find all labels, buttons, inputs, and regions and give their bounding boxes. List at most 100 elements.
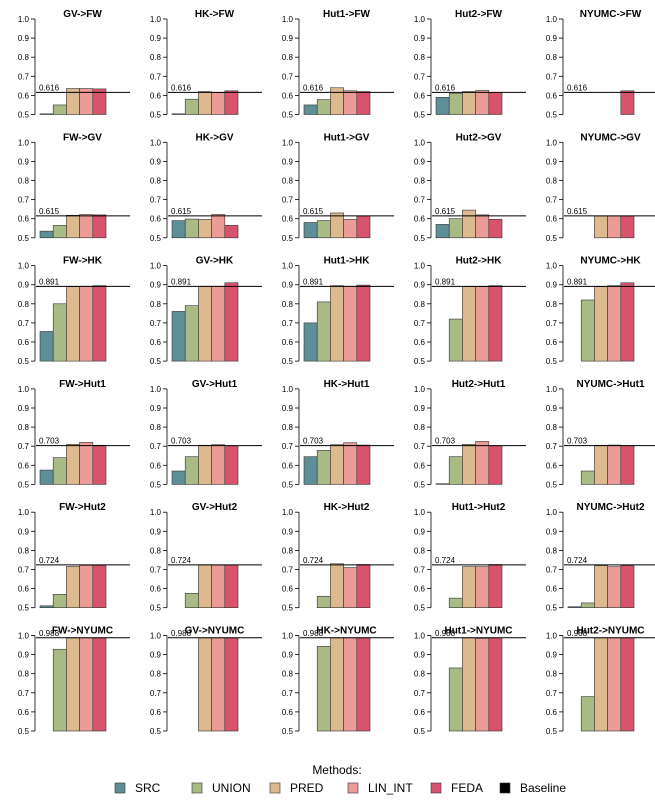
bar-union bbox=[316, 99, 331, 115]
y-tick-label: 0.9 bbox=[546, 651, 558, 660]
y-tick-label: 0.7 bbox=[282, 72, 294, 81]
panel-fw-to-nyumc: FW->NYUMC 0.5 0.6 0.7 0.8 0.9 1.0 0.988 bbox=[18, 626, 130, 736]
y-tick-label: 1.0 bbox=[18, 508, 30, 517]
bar-union bbox=[580, 696, 595, 732]
bar-feda bbox=[488, 218, 503, 239]
y-tick-label: 0.5 bbox=[18, 234, 30, 243]
y-tick-label: 0.7 bbox=[18, 566, 30, 575]
bar-lin-int bbox=[343, 442, 358, 485]
y-tick-label: 1.0 bbox=[546, 262, 558, 271]
y-tick-label: 0.7 bbox=[150, 72, 162, 81]
y-tick-label: 0.8 bbox=[546, 670, 558, 679]
bar-pred bbox=[66, 637, 80, 732]
y-tick-label: 0.7 bbox=[546, 72, 558, 81]
legend: Methods: SRC UNION PRED LIN_INT FEDA Baseline bbox=[114, 763, 566, 795]
y-tick-label: 0.5 bbox=[282, 357, 294, 366]
bar-pred bbox=[198, 637, 212, 732]
bar-feda bbox=[356, 91, 371, 115]
y-tick-label: 0.8 bbox=[282, 546, 294, 555]
y-tick-label: 0.7 bbox=[18, 196, 30, 205]
bar-feda bbox=[224, 445, 239, 485]
y-tick-label: 0.5 bbox=[546, 727, 558, 736]
legend-label: Baseline bbox=[520, 781, 566, 795]
baseline-label: 0.616 bbox=[435, 83, 456, 92]
panel-hut2-to-hut1: Hut2->Hut1 0.5 0.6 0.7 0.8 0.9 1.0 0.703 bbox=[414, 379, 526, 489]
panel-title: Hut1->NYUMC bbox=[444, 626, 512, 637]
legend-label: FEDA bbox=[451, 781, 483, 795]
panel-fw-to-gv: FW->GV 0.5 0.6 0.7 0.8 0.9 1.0 0.615 bbox=[18, 132, 130, 243]
bar-lin-int bbox=[607, 444, 622, 485]
y-tick-label: 0.9 bbox=[18, 157, 30, 166]
bar-union bbox=[184, 593, 199, 608]
panel-gv-to-hut2: GV->Hut2 0.5 0.6 0.7 0.8 0.9 1.0 0.724 bbox=[150, 502, 262, 613]
y-tick-label: 0.6 bbox=[150, 461, 162, 470]
y-tick-label: 0.8 bbox=[282, 177, 294, 186]
y-tick-label: 0.7 bbox=[150, 689, 162, 698]
bar-pred bbox=[198, 444, 212, 485]
bar-feda bbox=[620, 90, 635, 115]
y-tick-label: 0.7 bbox=[414, 442, 426, 451]
bar-src bbox=[303, 456, 318, 485]
panel-title: Hut2->GV bbox=[456, 132, 502, 143]
bar-src bbox=[39, 230, 54, 239]
y-tick-label: 0.5 bbox=[282, 111, 294, 120]
legend-item-pred: PRED bbox=[269, 781, 324, 795]
bar-lin-int bbox=[79, 564, 94, 608]
bar-feda bbox=[92, 285, 107, 362]
y-tick-label: 0.8 bbox=[282, 670, 294, 679]
y-tick-label: 0.5 bbox=[282, 727, 294, 736]
panel-hk-to-gv: HK->GV 0.5 0.6 0.7 0.8 0.9 1.0 0.615 bbox=[150, 132, 262, 243]
baseline-label: 0.724 bbox=[567, 556, 588, 565]
bar-union bbox=[580, 299, 595, 362]
panel-title: NYUMC->GV bbox=[580, 132, 641, 143]
y-tick-label: 0.9 bbox=[546, 527, 558, 536]
bar-src bbox=[39, 331, 54, 362]
bar-union bbox=[316, 450, 331, 485]
bar-pred bbox=[462, 209, 476, 239]
y-tick-label: 0.8 bbox=[546, 53, 558, 62]
bar-lin-int bbox=[343, 219, 358, 239]
bar-lin-int bbox=[607, 637, 622, 732]
y-tick-label: 0.9 bbox=[150, 651, 162, 660]
y-tick-label: 0.6 bbox=[150, 91, 162, 100]
y-tick-label: 0.7 bbox=[18, 442, 30, 451]
y-tick-label: 0.9 bbox=[546, 404, 558, 413]
bar-pred bbox=[594, 215, 608, 239]
y-tick-label: 0.5 bbox=[414, 111, 426, 120]
y-tick-label: 0.5 bbox=[18, 111, 30, 120]
y-tick-label: 0.8 bbox=[18, 53, 30, 62]
panel-hk-to-nyumc: HK->NYUMC 0.5 0.6 0.7 0.8 0.9 1.0 0.988 bbox=[282, 626, 394, 736]
panel-title: NYUMC->Hut1 bbox=[576, 379, 644, 390]
bar-src bbox=[435, 483, 450, 485]
y-tick-label: 0.6 bbox=[414, 585, 426, 594]
y-tick-label: 0.8 bbox=[414, 300, 426, 309]
y-tick-label: 0.8 bbox=[18, 546, 30, 555]
bar-feda bbox=[92, 444, 107, 485]
bar-feda bbox=[224, 564, 239, 609]
y-tick-label: 0.6 bbox=[150, 215, 162, 224]
y-tick-label: 0.9 bbox=[414, 651, 426, 660]
panel-hut2-to-nyumc: Hut2->NYUMC 0.5 0.6 0.7 0.8 0.9 1.0 0.988 bbox=[546, 626, 655, 736]
y-tick-label: 0.5 bbox=[150, 357, 162, 366]
baseline-label: 0.615 bbox=[171, 207, 192, 216]
legend-swatch bbox=[430, 782, 442, 794]
y-tick-label: 0.5 bbox=[18, 480, 30, 489]
y-tick-label: 0.5 bbox=[546, 234, 558, 243]
baseline-label: 0.724 bbox=[303, 556, 324, 565]
y-tick-label: 0.5 bbox=[282, 234, 294, 243]
y-tick-label: 0.9 bbox=[282, 404, 294, 413]
y-tick-label: 0.9 bbox=[282, 651, 294, 660]
y-tick-label: 0.7 bbox=[414, 72, 426, 81]
y-tick-label: 0.9 bbox=[282, 527, 294, 536]
y-tick-label: 0.9 bbox=[282, 157, 294, 166]
bar-src bbox=[171, 470, 186, 485]
y-tick-label: 1.0 bbox=[18, 385, 30, 394]
y-tick-label: 0.7 bbox=[414, 689, 426, 698]
bar-pred bbox=[594, 286, 608, 362]
y-tick-label: 0.9 bbox=[546, 34, 558, 43]
y-tick-label: 0.5 bbox=[546, 111, 558, 120]
y-tick-label: 0.8 bbox=[18, 300, 30, 309]
bar-src bbox=[435, 97, 450, 115]
bar-union bbox=[184, 98, 199, 115]
